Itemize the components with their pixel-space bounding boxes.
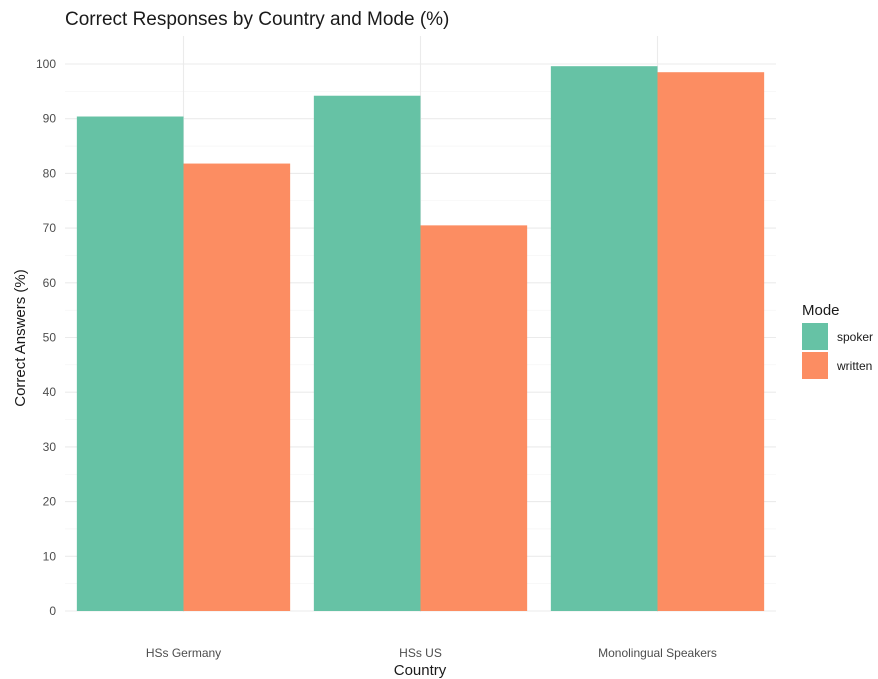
y-tick-label: 0 [49, 604, 56, 618]
bar-spoker-0 [76, 116, 184, 612]
y-tick-label: 10 [43, 549, 57, 563]
y-tick-label: 50 [43, 331, 57, 345]
bar-spoker-2 [550, 66, 658, 612]
y-tick-label: 30 [43, 440, 57, 454]
bar-written-1 [420, 225, 528, 612]
x-tick-label: HSs US [399, 646, 442, 660]
legend-label-written: written [836, 359, 872, 373]
bars [76, 66, 765, 612]
y-tick-label: 60 [43, 276, 57, 290]
y-tick-label: 20 [43, 495, 57, 509]
legend-key-written [802, 352, 828, 379]
y-tick-label: 90 [43, 112, 57, 126]
x-tick-label: Monolingual Speakers [598, 646, 717, 660]
legend-title: Mode [802, 302, 840, 319]
y-tick-label: 100 [36, 57, 56, 71]
bar-spoker-1 [313, 95, 421, 611]
x-tick-label: HSs Germany [146, 646, 221, 660]
y-tick-label: 40 [43, 385, 57, 399]
chart-title: Correct Responses by Country and Mode (%… [65, 9, 449, 30]
bar-written-0 [183, 163, 291, 611]
x-axis-ticks: HSs Germany HSs US Monolingual Speakers [146, 646, 717, 660]
y-tick-label: 70 [43, 221, 57, 235]
x-axis-title: Country [394, 662, 447, 679]
y-axis-ticks: 0 10 20 30 40 50 60 70 80 90 100 [36, 57, 56, 618]
legend-key-spoker [802, 323, 828, 350]
legend: Mode spoker written [802, 302, 873, 379]
legend-label-spoker: spoker [837, 330, 873, 344]
bar-written-2 [657, 72, 765, 611]
y-axis-title: Correct Answers (%) [12, 269, 29, 407]
y-tick-label: 80 [43, 166, 57, 180]
